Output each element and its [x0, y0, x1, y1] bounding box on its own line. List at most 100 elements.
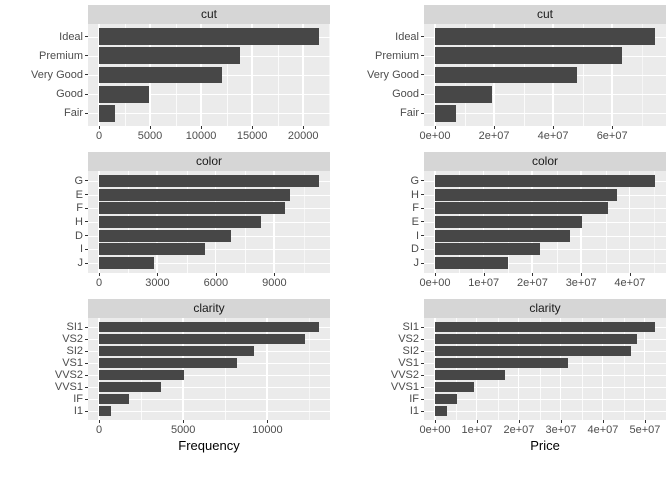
y-label-IF: IF: [73, 393, 83, 405]
facet-strip-title: cut: [200, 7, 217, 21]
gridline-vertical-minor: [497, 318, 499, 420]
x-tick-label-4e+07: 4e+07: [587, 424, 619, 436]
bar-SI1: [99, 321, 319, 333]
x-tick-label-5e+07: 5e+07: [629, 424, 661, 436]
gridline-vertical-minor: [303, 171, 305, 273]
y-label-Premium: Premium: [374, 49, 419, 62]
facet-strip: clarity: [88, 299, 330, 318]
plot-panel: [88, 318, 330, 420]
x-tick-label-9000: 9000: [262, 277, 287, 289]
y-label-row-VS2: VS2: [336, 333, 424, 345]
gridline-horizontal-major: [424, 263, 666, 265]
bar-I1: [435, 405, 448, 417]
y-tick-mark: [421, 235, 424, 237]
y-label-J: J: [77, 257, 84, 270]
gridline-horizontal-major: [88, 399, 330, 400]
gridline-horizontal-major: [88, 94, 330, 96]
x-tick-mark: [183, 420, 185, 423]
x-tick-mark: [629, 273, 631, 276]
x-tick-mark: [483, 273, 485, 276]
chart-color-frequency: color G E F H D I J 0 3000 6000 9000: [0, 152, 336, 289]
y-label-E: E: [75, 188, 83, 201]
y-tick-mark: [421, 374, 424, 376]
x-tick-label-20000: 20000: [287, 130, 319, 142]
x-tick-mark: [274, 273, 276, 276]
y-tick-mark: [421, 194, 424, 196]
gridline-horizontal-major: [88, 263, 330, 265]
y-tick-mark: [85, 338, 88, 340]
bar-VVS2: [99, 369, 185, 381]
plot-panel: [88, 171, 330, 273]
gridline-horizontal-major: [424, 249, 666, 251]
y-label-H: H: [411, 188, 419, 201]
y-label-row-SI1: SI1: [336, 321, 424, 333]
facet-strip: clarity: [424, 299, 666, 318]
facet-figure: cut Ideal Premium Very Good Good Fair 0 5000 100…: [0, 5, 672, 458]
y-axis-labels: Ideal Premium Very Good Good Fair: [0, 24, 88, 126]
gridline-vertical-major: [628, 171, 631, 273]
bar-VS1: [435, 357, 569, 369]
y-axis-labels: SI1 VS2 SI2 VS1 VVS2 VVS1 IF I1: [336, 318, 424, 420]
x-tick-mark: [553, 126, 555, 129]
gridline-vertical-major: [434, 318, 436, 420]
gridline-vertical-minor: [226, 24, 228, 126]
x-tick-mark: [476, 420, 478, 423]
y-label-row-Premium: Premium: [0, 46, 88, 65]
x-tick-label-2e+07: 2e+07: [516, 277, 548, 289]
bar-IF: [435, 393, 458, 405]
y-label-G: G: [410, 174, 419, 187]
y-tick-mark: [421, 410, 424, 412]
y-label-SI2: SI2: [66, 345, 83, 357]
y-label-VS1: VS1: [62, 357, 83, 369]
x-tick-mark: [201, 126, 203, 129]
y-label-row-Ideal: Ideal: [336, 27, 424, 46]
bar-F: [435, 202, 609, 215]
y-label-Ideal: Ideal: [59, 30, 83, 43]
y-label-VVS2: VVS2: [390, 369, 419, 381]
gridline-horizontal-major: [88, 411, 330, 412]
y-tick-mark: [421, 338, 424, 340]
gridline-vertical-major: [601, 318, 604, 420]
x-axis: 0 5000 10000 15000 20000: [88, 126, 330, 142]
y-tick-mark: [421, 112, 424, 114]
facet-strip: cut: [424, 5, 666, 24]
x-tick-label-0: 0: [95, 130, 103, 142]
y-label-row-I: I: [0, 243, 88, 257]
gridline-vertical-major: [434, 24, 436, 126]
y-label-IF: IF: [409, 393, 419, 405]
gridline-horizontal-major: [424, 375, 666, 376]
y-label-row-E: E: [0, 188, 88, 202]
y-label-Fair: Fair: [64, 107, 83, 120]
gridline-horizontal-major: [424, 411, 666, 412]
x-tick-mark: [612, 126, 614, 129]
gridline-vertical-minor: [582, 24, 584, 126]
gridline-horizontal-major: [88, 375, 330, 376]
y-label-row-G: G: [336, 174, 424, 188]
facet-row-clarity: clarity SI1 VS2 SI2 VS1 VVS2 VVS1 IF I1 0 5000 1000…: [0, 299, 672, 458]
y-tick-mark: [85, 262, 88, 264]
y-tick-mark: [85, 207, 88, 209]
y-label-row-I: I: [336, 229, 424, 243]
y-tick-mark: [85, 362, 88, 364]
y-label-G: G: [74, 174, 83, 187]
y-label-row-J: J: [336, 256, 424, 270]
y-label-VVS1: VVS1: [390, 381, 419, 393]
x-tick-mark: [215, 273, 217, 276]
y-label-row-Very Good: Very Good: [336, 65, 424, 84]
x-tick-label-5000: 5000: [137, 130, 163, 142]
y-tick-mark: [421, 55, 424, 57]
y-tick-mark: [421, 36, 424, 38]
bar-F: [99, 202, 285, 215]
gridline-vertical-major: [434, 171, 436, 273]
x-axis-title-price: Price: [530, 438, 560, 453]
y-axis-labels: Ideal Premium Very Good Good Fair: [336, 24, 424, 126]
x-tick-mark: [518, 420, 520, 423]
y-label-VVS2: VVS2: [54, 369, 83, 381]
x-tick-label-0e+00: 0e+00: [419, 424, 451, 436]
x-tick-label-2e+07: 2e+07: [478, 130, 510, 142]
y-label-D: D: [411, 243, 419, 256]
y-label-row-D: D: [0, 229, 88, 243]
